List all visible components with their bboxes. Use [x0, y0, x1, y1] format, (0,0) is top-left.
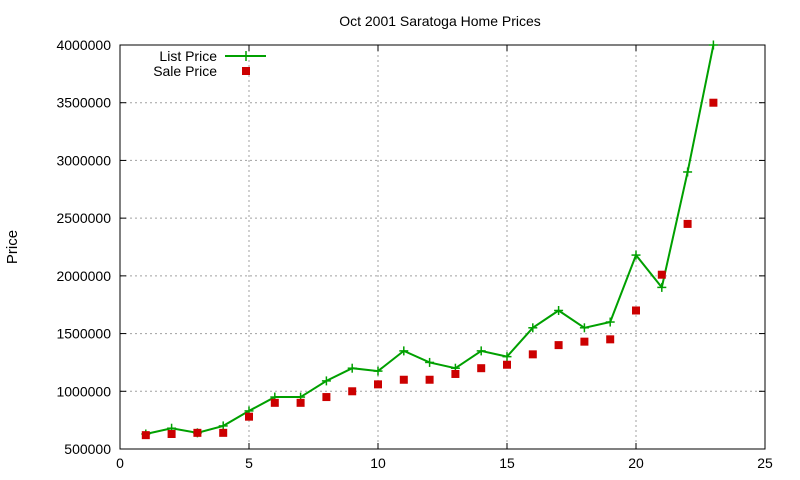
plot-frame — [119, 44, 766, 450]
list-price-point — [605, 317, 615, 327]
y-tick-label: 1500000 — [56, 326, 111, 342]
sale-price-point — [296, 398, 305, 407]
x-tick-label: 5 — [245, 455, 253, 471]
x-tick-label: 15 — [499, 455, 515, 471]
sale-price-point — [528, 350, 537, 359]
sale-price-point — [219, 428, 228, 437]
y-tick-label: 4000000 — [56, 37, 111, 53]
sale-price-point — [709, 98, 718, 107]
list-price-point — [502, 352, 512, 362]
list-price-point — [554, 305, 564, 315]
sale-price-point — [632, 306, 640, 315]
grid-layer — [120, 45, 765, 449]
list-price-point — [476, 346, 486, 356]
list-price-point — [373, 366, 383, 376]
sale-price-point — [141, 431, 150, 440]
tick-layer: 0 5 10 15 20 25 500000 1000000 1500000 2000000 250… — [56, 37, 773, 471]
sale-price-point — [683, 219, 692, 228]
list-price-point — [321, 376, 331, 386]
y-tick-label: 3000000 — [56, 152, 111, 168]
y-axis-label: Price — [4, 230, 21, 264]
y-tick-label: 500000 — [64, 441, 111, 457]
list-price-point — [708, 40, 718, 50]
legend-label-sale-price: Sale Price — [153, 63, 217, 79]
sale-price-point — [399, 375, 408, 384]
series-layer — [141, 40, 718, 440]
sale-price-point — [503, 360, 511, 369]
list-price-point — [347, 363, 357, 373]
sale-price-point — [554, 341, 563, 350]
legend-label-list-price: List Price — [159, 48, 217, 64]
sale-price-point — [606, 335, 615, 344]
sale-price-point — [425, 375, 434, 384]
sale-price-point — [657, 270, 666, 279]
sale-price-point — [580, 337, 589, 346]
sale-price-point — [193, 428, 202, 437]
x-tick-label: 25 — [757, 455, 773, 471]
list-price-point — [657, 282, 667, 292]
x-tick-label: 0 — [116, 455, 124, 471]
sale-price-point — [322, 393, 331, 402]
y-tick-label: 1000000 — [56, 383, 111, 399]
list-price-point — [528, 323, 538, 333]
list-price-point — [683, 167, 693, 177]
list-price-point — [399, 346, 409, 356]
list-price-point — [631, 250, 641, 260]
series-line-list-price — [145, 44, 715, 435]
legend-marker-list-price — [241, 51, 251, 61]
sale-price-point — [245, 412, 253, 421]
sale-price-point — [374, 380, 382, 389]
y-tick-label: 2500000 — [56, 210, 111, 226]
y-tick-label: 2000000 — [56, 268, 111, 284]
sale-price-point — [348, 387, 357, 396]
chart-title: Oct 2001 Saratoga Home Prices — [339, 13, 541, 29]
sale-price-point — [451, 369, 460, 378]
sale-price-point — [167, 429, 176, 438]
y-tick-label: 3500000 — [56, 95, 111, 111]
sale-price-point — [270, 398, 279, 407]
legend-marker-sale-price — [242, 67, 250, 75]
list-price-point — [579, 323, 589, 333]
x-tick-label: 20 — [628, 455, 644, 471]
legend: List Price Sale Price — [153, 48, 266, 79]
x-tick-label: 10 — [370, 455, 386, 471]
list-price-point — [425, 357, 435, 367]
sale-price-point — [477, 364, 486, 373]
